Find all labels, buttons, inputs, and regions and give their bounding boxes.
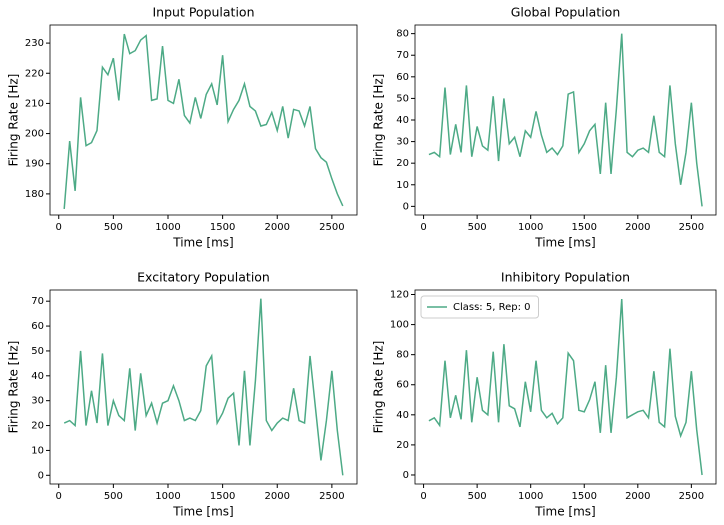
- chart-title: Input Population: [152, 5, 254, 20]
- x-tick-label: 1000: [518, 222, 543, 233]
- x-tick-label: 1000: [518, 491, 543, 502]
- x-tick-label: 2500: [319, 222, 344, 233]
- y-tick-label: 20: [396, 440, 409, 451]
- chart-title: Inhibitory Population: [501, 270, 630, 285]
- y-tick-label: 70: [31, 296, 44, 307]
- x-tick-label: 1000: [155, 222, 180, 233]
- chart-title: Excitatory Population: [137, 270, 270, 285]
- y-tick-label: 80: [396, 29, 409, 40]
- x-axis-label: Time [ms]: [534, 236, 596, 250]
- y-tick-label: 40: [31, 371, 44, 382]
- x-tick-label: 500: [468, 491, 487, 502]
- data-line: [428, 33, 703, 207]
- y-tick-label: 60: [31, 321, 44, 332]
- y-tick-label: 0: [38, 470, 44, 481]
- y-tick-label: 60: [396, 72, 409, 83]
- y-tick-label: 30: [396, 137, 409, 148]
- x-tick-label: 2000: [265, 491, 290, 502]
- axes-frame: [414, 24, 717, 216]
- x-tick-label: 500: [468, 222, 487, 233]
- axes-frame: [414, 289, 717, 485]
- y-tick-label: 40: [396, 115, 409, 126]
- x-tick-label: 1500: [210, 491, 235, 502]
- x-tick-label: 1500: [210, 222, 235, 233]
- x-tick-label: 500: [104, 491, 123, 502]
- x-tick-label: 0: [56, 222, 62, 233]
- axes-frame: [49, 24, 358, 216]
- x-tick-label: 2000: [265, 222, 290, 233]
- y-tick-label: 120: [390, 290, 409, 301]
- x-tick-label: 0: [420, 222, 426, 233]
- data-line: [63, 33, 344, 210]
- x-axis-label: Time [ms]: [172, 236, 234, 250]
- y-tick-label: 230: [25, 38, 44, 49]
- y-tick-label: 220: [25, 68, 44, 79]
- y-tick-label: 0: [403, 201, 409, 212]
- y-tick-label: 50: [396, 93, 409, 104]
- y-tick-label: 0: [403, 470, 409, 481]
- y-axis-label: Firing Rate [Hz]: [372, 74, 386, 167]
- y-tick-label: 190: [25, 159, 44, 170]
- y-tick-label: 20: [31, 421, 44, 432]
- x-tick-label: 1500: [572, 491, 597, 502]
- axes-frame: [49, 289, 358, 485]
- x-tick-label: 1500: [572, 222, 597, 233]
- y-tick-label: 20: [396, 158, 409, 169]
- y-tick-label: 200: [25, 129, 44, 140]
- y-axis-label: Firing Rate [Hz]: [7, 74, 21, 167]
- data-line: [63, 298, 344, 476]
- x-tick-label: 2500: [679, 222, 704, 233]
- x-tick-label: 2500: [319, 491, 344, 502]
- y-tick-label: 80: [396, 350, 409, 361]
- x-axis-label: Time [ms]: [534, 505, 596, 519]
- y-tick-label: 70: [396, 50, 409, 61]
- y-axis-label: Firing Rate [Hz]: [372, 341, 386, 434]
- x-tick-label: 500: [104, 222, 123, 233]
- y-tick-label: 10: [396, 180, 409, 191]
- x-tick-label: 2000: [625, 491, 650, 502]
- legend-box: [420, 295, 539, 319]
- chart-title: Global Population: [511, 5, 621, 20]
- x-tick-label: 2500: [679, 491, 704, 502]
- x-axis-label: Time [ms]: [172, 505, 234, 519]
- y-tick-label: 10: [31, 445, 44, 456]
- x-tick-label: 2000: [625, 222, 650, 233]
- x-tick-label: 0: [420, 491, 426, 502]
- y-tick-label: 40: [396, 410, 409, 421]
- y-tick-label: 50: [31, 346, 44, 357]
- y-tick-label: 30: [31, 396, 44, 407]
- data-line: [428, 298, 703, 476]
- x-tick-label: 0: [56, 491, 62, 502]
- y-axis-label: Firing Rate [Hz]: [7, 341, 21, 434]
- y-tick-label: 60: [396, 380, 409, 391]
- y-tick-label: 100: [390, 320, 409, 331]
- y-tick-label: 180: [25, 189, 44, 200]
- x-tick-label: 1000: [155, 491, 180, 502]
- y-tick-label: 210: [25, 98, 44, 109]
- legend-label: Class: 5, Rep: 0: [453, 302, 531, 313]
